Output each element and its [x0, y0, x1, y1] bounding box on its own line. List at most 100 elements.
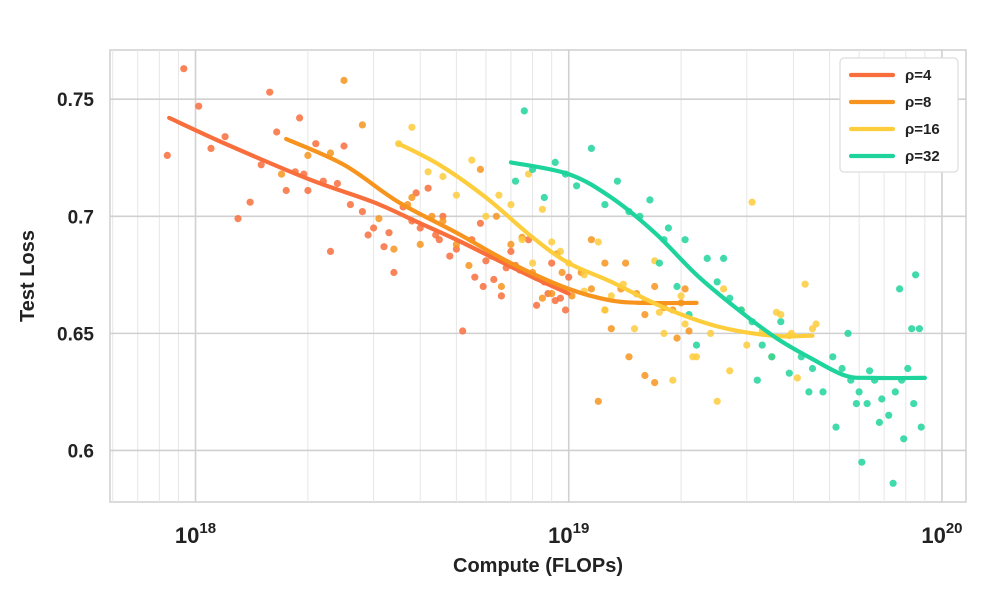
x-tick-exponent: 18	[199, 520, 216, 537]
grid-lines	[110, 50, 966, 502]
data-point	[468, 156, 476, 164]
data-point	[424, 184, 432, 192]
data-point	[548, 259, 556, 267]
data-point	[601, 259, 609, 267]
data-point	[655, 259, 664, 267]
data-point	[660, 329, 668, 337]
data-point	[669, 376, 677, 384]
x-axis-ticks: 1018 1019 1020	[175, 520, 963, 548]
data-point	[511, 177, 520, 185]
data-point	[866, 367, 874, 375]
data-point	[703, 254, 711, 262]
data-point	[435, 236, 443, 244]
data-point	[641, 371, 649, 380]
x-tick-label: 1019	[548, 520, 589, 548]
data-point	[163, 151, 171, 159]
data-point	[772, 308, 781, 316]
y-tick-label: 0.6	[68, 441, 94, 462]
data-point	[412, 189, 420, 197]
data-point	[312, 140, 320, 148]
data-point	[607, 325, 615, 333]
data-point	[221, 133, 229, 141]
data-point	[664, 224, 673, 232]
data-point	[689, 353, 697, 361]
data-point	[408, 193, 416, 202]
data-point	[551, 158, 559, 166]
data-point	[375, 215, 383, 223]
data-point	[885, 411, 893, 419]
data-point	[655, 308, 664, 316]
data-point	[390, 245, 398, 253]
data-point	[805, 388, 813, 396]
data-point	[594, 238, 602, 246]
fit-line	[167, 115, 571, 296]
data-point	[346, 201, 354, 209]
data-point	[819, 388, 827, 396]
data-point	[748, 198, 756, 206]
data-point	[912, 271, 920, 279]
data-point	[801, 280, 809, 288]
data-point	[476, 219, 484, 227]
legend: ρ=4 ρ=8 ρ=16 ρ=32	[839, 57, 959, 173]
data-point	[529, 259, 537, 267]
data-point	[459, 327, 467, 335]
data-point	[768, 353, 776, 361]
data-point	[692, 341, 701, 349]
data-point	[785, 369, 793, 377]
data-point	[565, 273, 573, 281]
data-point	[625, 353, 633, 361]
data-point	[479, 282, 487, 291]
data-point	[482, 257, 490, 265]
data-point	[482, 212, 490, 220]
data-point	[651, 282, 659, 291]
data-point	[364, 231, 372, 239]
data-point	[548, 290, 556, 298]
x-tick-base: 10	[921, 523, 945, 548]
x-tick-exponent: 20	[946, 520, 963, 537]
data-point	[904, 364, 912, 373]
data-point	[681, 320, 689, 328]
legend-label: ρ=32	[905, 148, 940, 165]
fit-line	[284, 136, 699, 306]
data-point	[533, 301, 541, 309]
data-point	[677, 292, 685, 300]
data-point	[917, 423, 925, 431]
data-point	[601, 306, 609, 314]
data-point	[622, 259, 630, 267]
data-point	[587, 144, 596, 152]
fit-lines	[167, 115, 927, 381]
data-point	[439, 172, 447, 181]
data-point	[495, 191, 503, 199]
data-point	[855, 388, 863, 396]
data-point	[195, 102, 203, 110]
data-point	[340, 142, 348, 150]
data-point	[497, 282, 505, 291]
x-tick-label: 1020	[921, 520, 962, 548]
fit-line	[508, 160, 927, 381]
data-point	[685, 327, 693, 335]
data-point	[651, 379, 659, 387]
data-point	[524, 170, 533, 178]
scatter-points	[163, 65, 925, 487]
x-axis-title: Compute (FLOPs)	[453, 555, 623, 577]
data-point	[561, 306, 570, 314]
data-point	[908, 325, 916, 333]
data-point	[889, 479, 897, 487]
data-point	[673, 334, 681, 342]
y-axis-title: Test Loss	[17, 230, 39, 322]
legend-box	[839, 57, 959, 173]
data-point	[793, 374, 802, 382]
data-point	[646, 196, 654, 204]
data-point	[452, 191, 460, 199]
data-point	[812, 320, 820, 328]
data-point	[852, 400, 861, 408]
data-point	[594, 397, 602, 405]
y-axis-ticks: 0.6 0.65 0.7 0.75	[57, 90, 94, 462]
data-point	[520, 107, 528, 115]
data-point	[304, 151, 312, 159]
data-point	[507, 201, 515, 209]
data-point	[726, 367, 734, 375]
data-point	[476, 165, 484, 173]
